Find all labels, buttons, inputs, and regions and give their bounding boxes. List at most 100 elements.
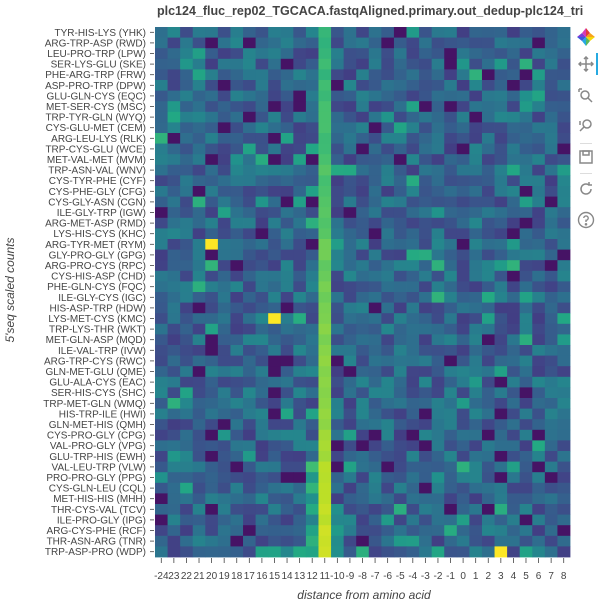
- heatmap-cell[interactable]: [381, 429, 395, 441]
- heatmap-cell[interactable]: [419, 196, 433, 208]
- heatmap-cell[interactable]: [268, 111, 282, 123]
- heatmap-cell[interactable]: [431, 122, 445, 134]
- heatmap-cell[interactable]: [155, 80, 168, 91]
- heatmap-cell[interactable]: [481, 228, 495, 240]
- heatmap-cell[interactable]: [343, 111, 357, 123]
- heatmap-cell[interactable]: [331, 80, 345, 91]
- heatmap-cell[interactable]: [406, 504, 420, 515]
- heatmap-cell[interactable]: [230, 27, 244, 38]
- heatmap-cell[interactable]: [180, 514, 194, 526]
- heatmap-cell[interactable]: [205, 260, 219, 272]
- heatmap-cell[interactable]: [444, 323, 458, 335]
- heatmap-cell[interactable]: [481, 154, 495, 166]
- heatmap-cell[interactable]: [406, 69, 420, 81]
- heatmap-cell[interactable]: [393, 376, 407, 388]
- heatmap-cell[interactable]: [205, 419, 219, 431]
- heatmap-cell[interactable]: [406, 249, 420, 261]
- heatmap-cell[interactable]: [469, 419, 483, 431]
- heatmap-cell[interactable]: [343, 217, 357, 229]
- heatmap-cell[interactable]: [293, 313, 307, 325]
- heatmap-cell[interactable]: [368, 27, 382, 38]
- heatmap-cell[interactable]: [393, 504, 407, 515]
- heatmap-cell[interactable]: [519, 207, 533, 219]
- heatmap-cell[interactable]: [217, 164, 231, 176]
- heatmap-cell[interactable]: [557, 376, 571, 388]
- heatmap-cell[interactable]: [544, 270, 558, 282]
- heatmap-cell[interactable]: [167, 27, 181, 38]
- heatmap-cell[interactable]: [419, 440, 433, 452]
- heatmap-cell[interactable]: [180, 493, 194, 505]
- heatmap-cell[interactable]: [293, 270, 307, 282]
- heatmap-cell[interactable]: [280, 281, 294, 293]
- heatmap-cell[interactable]: [393, 164, 407, 176]
- heatmap-cell[interactable]: [356, 37, 370, 49]
- heatmap-cell[interactable]: [155, 419, 168, 431]
- heatmap-cell[interactable]: [393, 451, 407, 462]
- heatmap-cell[interactable]: [381, 196, 395, 208]
- heatmap-cell[interactable]: [155, 186, 168, 197]
- heatmap-cell[interactable]: [481, 387, 495, 399]
- heatmap-cell[interactable]: [205, 323, 219, 335]
- heatmap-cell[interactable]: [217, 546, 231, 558]
- heatmap-cell[interactable]: [494, 313, 508, 325]
- heatmap-cell[interactable]: [544, 302, 558, 314]
- heatmap-cell[interactable]: [507, 440, 521, 452]
- heatmap-cell[interactable]: [343, 514, 357, 526]
- heatmap-cell[interactable]: [544, 472, 558, 484]
- heatmap-cell[interactable]: [167, 514, 181, 526]
- heatmap-cell[interactable]: [280, 387, 294, 399]
- heatmap-cell[interactable]: [356, 133, 370, 144]
- heatmap-cell[interactable]: [444, 461, 458, 473]
- heatmap-cell[interactable]: [507, 80, 521, 91]
- heatmap-cell[interactable]: [481, 514, 495, 526]
- heatmap-cell[interactable]: [406, 535, 420, 547]
- heatmap-cell[interactable]: [469, 175, 483, 187]
- heatmap-cell[interactable]: [243, 111, 257, 123]
- heatmap-cell[interactable]: [155, 154, 168, 166]
- heatmap-cell[interactable]: [192, 249, 206, 261]
- heatmap-cell[interactable]: [155, 143, 168, 155]
- heatmap-cell[interactable]: [544, 387, 558, 399]
- heatmap-cell[interactable]: [544, 207, 558, 219]
- heatmap-cell[interactable]: [368, 472, 382, 484]
- heatmap-cell[interactable]: [544, 323, 558, 335]
- heatmap-cell[interactable]: [343, 48, 357, 60]
- heatmap-cell[interactable]: [519, 514, 533, 526]
- heatmap-cell[interactable]: [494, 514, 508, 526]
- heatmap-cell[interactable]: [217, 398, 231, 409]
- heatmap-cell[interactable]: [431, 58, 445, 70]
- heatmap-cell[interactable]: [444, 228, 458, 240]
- heatmap-cell[interactable]: [305, 504, 319, 515]
- heatmap-cell[interactable]: [167, 217, 181, 229]
- heatmap-cell[interactable]: [243, 239, 257, 250]
- heatmap-cell[interactable]: [456, 111, 470, 123]
- heatmap-cell[interactable]: [544, 37, 558, 49]
- heatmap-cell[interactable]: [293, 525, 307, 537]
- heatmap-cell[interactable]: [268, 345, 282, 356]
- heatmap-cell[interactable]: [230, 376, 244, 388]
- heatmap-cell[interactable]: [431, 313, 445, 325]
- heatmap-cell[interactable]: [331, 207, 345, 219]
- heatmap-cell[interactable]: [343, 143, 357, 155]
- heatmap-cell[interactable]: [507, 164, 521, 176]
- heatmap-cell[interactable]: [268, 504, 282, 515]
- heatmap-cell[interactable]: [469, 260, 483, 272]
- heatmap-cell[interactable]: [381, 101, 395, 113]
- heatmap-cell[interactable]: [318, 154, 332, 166]
- heatmap-cell[interactable]: [255, 451, 269, 462]
- heatmap-cell[interactable]: [343, 504, 357, 515]
- heatmap-cell[interactable]: [280, 48, 294, 60]
- heatmap-cell[interactable]: [167, 133, 181, 144]
- heatmap-cell[interactable]: [192, 239, 206, 250]
- heatmap-cell[interactable]: [544, 355, 558, 367]
- heatmap-cell[interactable]: [331, 440, 345, 452]
- heatmap-cell[interactable]: [318, 525, 332, 537]
- heatmap-cell[interactable]: [356, 514, 370, 526]
- heatmap-cell[interactable]: [155, 493, 168, 505]
- heatmap-cell[interactable]: [180, 260, 194, 272]
- heatmap-cell[interactable]: [519, 323, 533, 335]
- heatmap-cell[interactable]: [393, 323, 407, 335]
- heatmap-cell[interactable]: [469, 440, 483, 452]
- heatmap-cell[interactable]: [494, 27, 508, 38]
- heatmap-cell[interactable]: [268, 58, 282, 70]
